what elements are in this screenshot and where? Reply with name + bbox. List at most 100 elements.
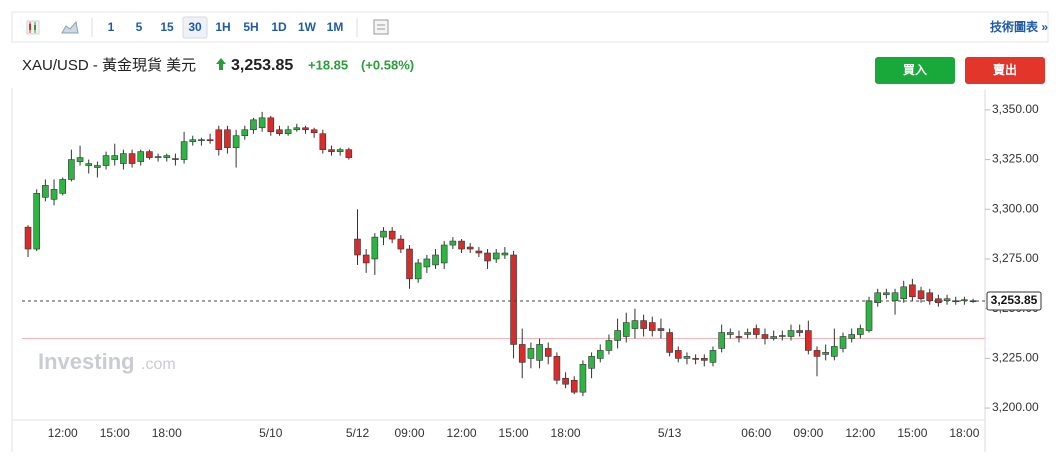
interval-button[interactable]: 30 [188, 20, 202, 34]
candle-body [414, 262, 422, 280]
candle-body [50, 189, 58, 200]
candle-body [909, 284, 916, 298]
candle-body [59, 179, 67, 194]
candle-body [813, 350, 821, 357]
candle-body [345, 149, 353, 158]
interval-button[interactable]: 1H [215, 20, 230, 34]
candle-body [42, 185, 49, 198]
sell-button[interactable] [965, 57, 1045, 84]
sell-label[interactable]: 賣出 [992, 62, 1017, 77]
watermark-brand: Investing [38, 349, 135, 374]
candle-body [432, 254, 439, 266]
candle-body [614, 330, 621, 341]
candle-body [657, 328, 665, 331]
candle-body [440, 244, 448, 264]
candle-body [562, 377, 569, 385]
candle-body [319, 133, 327, 150]
buy-button[interactable] [875, 57, 955, 84]
candle-body [770, 336, 777, 339]
candle-body [553, 356, 561, 381]
candle-body [891, 292, 899, 302]
candle-body [388, 230, 396, 240]
y-tick-label: 3,325.00 [992, 152, 1039, 166]
candle-body [293, 127, 301, 131]
candle-body [735, 336, 743, 338]
candle-body [111, 155, 119, 160]
candle-body [94, 165, 101, 168]
candle-body [796, 330, 803, 333]
interval-button[interactable]: 5 [136, 20, 143, 34]
candle-body [648, 322, 656, 331]
tech-chart-link[interactable]: 技術圖表 » [990, 19, 1048, 34]
candle-body [189, 139, 197, 142]
candle-body [423, 258, 431, 268]
x-tick-label: 09:00 [793, 426, 823, 440]
candle-body [605, 340, 613, 351]
interval-button[interactable]: 1W [298, 20, 317, 34]
candle-body [85, 163, 93, 166]
candle-body [692, 358, 699, 360]
candle-body [674, 350, 682, 359]
candle-body [848, 334, 855, 339]
candle-body [596, 350, 604, 359]
candle-body [588, 356, 595, 369]
y-tick-label: 3,300.00 [992, 201, 1039, 215]
candle-body [683, 356, 691, 359]
x-tick-label: 12:00 [845, 426, 875, 440]
buy-label[interactable]: 買入 [903, 63, 927, 77]
candle-body [640, 320, 647, 329]
x-tick-label: 12:00 [447, 426, 477, 440]
candle-body [744, 332, 751, 335]
header-change-pct: (+0.58%) [361, 57, 414, 72]
interval-button[interactable]: 1 [108, 20, 115, 34]
indicator-icon[interactable] [373, 19, 389, 35]
candle-icon[interactable] [26, 20, 40, 35]
candle-body [336, 149, 344, 152]
candle-body [544, 348, 552, 357]
candle-body [805, 330, 812, 351]
candle-body [198, 139, 205, 141]
candle-body [154, 156, 162, 158]
interval-button[interactable]: 1D [271, 20, 287, 34]
candle-body [362, 254, 370, 264]
candle-body [492, 252, 500, 260]
candle-body [120, 153, 127, 164]
candle-body [484, 252, 491, 262]
x-tick-label: 06:00 [741, 426, 771, 440]
x-tick-label: 5/13 [658, 426, 682, 440]
interval-button[interactable]: 1M [327, 20, 344, 34]
y-tick-label: 3,275.00 [992, 251, 1039, 265]
candle-body [709, 350, 717, 363]
candle-body [883, 292, 890, 296]
candle-body [666, 332, 673, 353]
candle-body [354, 238, 361, 256]
selected-interval [182, 16, 208, 39]
candle-body [232, 135, 240, 148]
y-tick-label: 3,225.00 [992, 351, 1039, 365]
x-tick-label: 09:00 [394, 426, 424, 440]
interval-button[interactable]: 15 [160, 20, 174, 34]
instrument-title: XAU/USD - 黃金現貨 美元 [22, 57, 196, 74]
candle-body [276, 129, 283, 135]
y-tick-label: 3,200.00 [992, 400, 1039, 414]
x-tick-label: 15:00 [897, 426, 927, 440]
candle-body [857, 328, 864, 335]
candle-body [24, 226, 32, 250]
candle-body [328, 149, 335, 152]
candle-body [206, 139, 214, 141]
x-tick-label: 18:00 [152, 426, 182, 440]
watermark-suffix: .com [141, 356, 176, 373]
candle-body [380, 230, 387, 238]
last-price-label: 3,253.85 [991, 293, 1038, 307]
area-icon[interactable] [61, 20, 79, 34]
x-tick-label: 5/10 [259, 426, 283, 440]
candle-body [527, 348, 535, 359]
interval-button[interactable]: 5H [243, 20, 258, 34]
up-arrow [216, 58, 226, 70]
x-tick-label: 18:00 [949, 426, 979, 440]
candle-body [579, 364, 587, 393]
candle-body [224, 129, 231, 148]
candle-body [371, 236, 379, 260]
last-price-box [986, 291, 1042, 311]
